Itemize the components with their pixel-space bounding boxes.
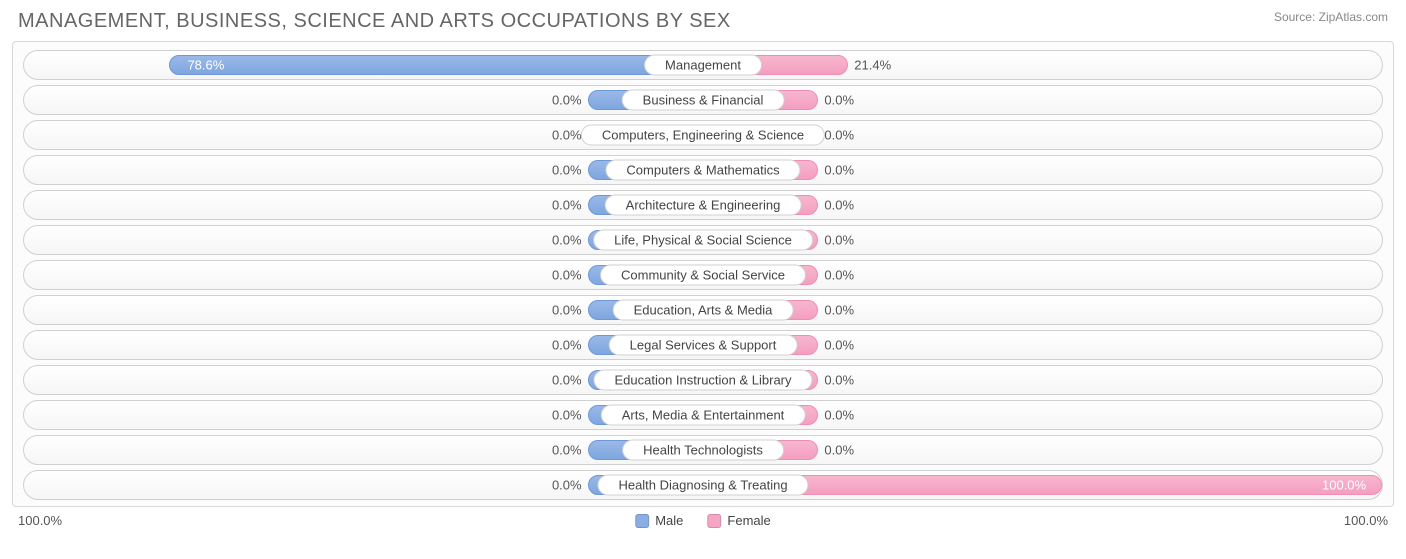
category-label: Architecture & Engineering	[605, 195, 802, 216]
male-pct-label: 0.0%	[552, 93, 582, 108]
female-pct-label: 0.0%	[824, 373, 854, 388]
legend-male-label: Male	[655, 513, 683, 528]
chart-row: 0.0% 0.0% Arts, Media & Entertainment	[23, 400, 1383, 430]
legend-female-swatch	[707, 514, 721, 528]
chart-row: 78.6% 21.4% Management	[23, 50, 1383, 80]
chart-row: 0.0% 0.0%Computers, Engineering & Science	[23, 120, 1383, 150]
category-label: Management	[644, 55, 762, 76]
category-label: Education Instruction & Library	[593, 370, 812, 391]
male-pct-label: 0.0%	[552, 163, 582, 178]
female-pct-label: 0.0%	[824, 233, 854, 248]
male-pct-label: 0.0%	[552, 268, 582, 283]
female-pct-label: 0.0%	[824, 443, 854, 458]
female-pct-label: 0.0%	[824, 93, 854, 108]
male-pct-label: 0.0%	[552, 373, 582, 388]
legend-male-swatch	[635, 514, 649, 528]
chart-row: 0.0% 0.0% Architecture & Engineering	[23, 190, 1383, 220]
male-pct-label: 78.6%	[187, 58, 224, 73]
female-pct-label: 0.0%	[824, 303, 854, 318]
chart-row: 0.0% 0.0% Life, Physical & Social Science	[23, 225, 1383, 255]
source-label: Source:	[1274, 10, 1315, 24]
male-pct-label: 0.0%	[552, 233, 582, 248]
category-label: Education, Arts & Media	[613, 300, 794, 321]
axis-left-label: 100.0%	[18, 513, 62, 528]
female-pct-label: 0.0%	[824, 163, 854, 178]
male-bar	[169, 55, 703, 75]
category-label: Health Technologists	[622, 440, 784, 461]
female-pct-label: 0.0%	[824, 198, 854, 213]
female-pct-label: 0.0%	[824, 128, 854, 143]
category-label: Computers, Engineering & Science	[581, 125, 825, 146]
category-label: Legal Services & Support	[609, 335, 798, 356]
category-label: Community & Social Service	[600, 265, 806, 286]
chart-row: 0.0% 0.0% Legal Services & Support	[23, 330, 1383, 360]
male-pct-label: 0.0%	[552, 478, 582, 493]
axis-row: 100.0% Male Female 100.0%	[12, 513, 1394, 528]
chart-header: MANAGEMENT, BUSINESS, SCIENCE AND ARTS O…	[12, 10, 1394, 33]
category-label: Computers & Mathematics	[605, 160, 800, 181]
chart-row: 0.0% 0.0% Education, Arts & Media	[23, 295, 1383, 325]
male-pct-label: 0.0%	[552, 198, 582, 213]
male-pct-label: 0.0%	[552, 303, 582, 318]
legend-female-label: Female	[727, 513, 770, 528]
chart-row: 0.0% 0.0% Community & Social Service	[23, 260, 1383, 290]
chart-row: 0.0% 0.0% Business & Financial	[23, 85, 1383, 115]
legend-male: Male	[635, 513, 683, 528]
chart-source: Source: ZipAtlas.com	[1274, 10, 1388, 26]
axis-right-label: 100.0%	[1344, 513, 1388, 528]
chart-row: 0.0% 0.0% Education Instruction & Library	[23, 365, 1383, 395]
category-label: Arts, Media & Entertainment	[601, 405, 806, 426]
male-pct-label: 0.0%	[552, 128, 582, 143]
diverging-bar-chart: 78.6% 21.4% Management 0.0% 0.0% Business & F…	[12, 41, 1394, 507]
chart-row: 0.0% 0.0% Health Technologists	[23, 435, 1383, 465]
chart-row: 0.0% 100.0% Health Diagnosing & Treating	[23, 470, 1383, 500]
chart-row: 0.0% 0.0% Computers & Mathematics	[23, 155, 1383, 185]
male-pct-label: 0.0%	[552, 338, 582, 353]
female-pct-label: 0.0%	[824, 268, 854, 283]
female-pct-label: 21.4%	[854, 58, 891, 73]
category-label: Health Diagnosing & Treating	[597, 475, 808, 496]
category-label: Life, Physical & Social Science	[593, 230, 813, 251]
male-pct-label: 0.0%	[552, 443, 582, 458]
male-pct-label: 0.0%	[552, 408, 582, 423]
legend-female: Female	[707, 513, 770, 528]
source-value: ZipAtlas.com	[1319, 10, 1388, 24]
female-pct-label: 100.0%	[1322, 478, 1366, 493]
female-pct-label: 0.0%	[824, 408, 854, 423]
chart-title: MANAGEMENT, BUSINESS, SCIENCE AND ARTS O…	[18, 10, 731, 33]
category-label: Business & Financial	[622, 90, 785, 111]
female-pct-label: 0.0%	[824, 338, 854, 353]
chart-legend: Male Female	[635, 513, 771, 528]
